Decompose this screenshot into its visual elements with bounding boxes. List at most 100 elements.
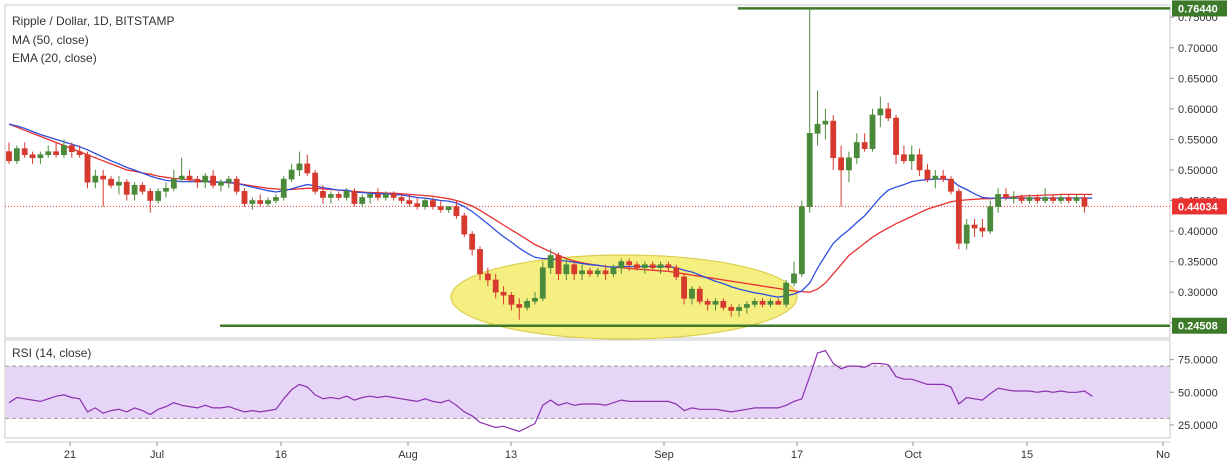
candle-body — [61, 145, 67, 155]
candle-body — [924, 169, 931, 180]
candle-body — [469, 233, 476, 250]
candle-body — [437, 206, 444, 210]
last-price-tag-bg — [1172, 198, 1227, 215]
candle-body — [375, 194, 381, 198]
candle-body — [955, 191, 962, 244]
resistance-price-tag: 0.76440 — [1178, 3, 1218, 15]
time-tick-label: Sep — [654, 449, 674, 461]
candle-body — [893, 117, 899, 155]
candle-body — [696, 288, 703, 302]
candle-body — [139, 184, 146, 192]
candle-body — [1018, 197, 1025, 201]
candle-body — [1058, 197, 1064, 201]
candle-body — [979, 227, 986, 232]
candle-body — [186, 175, 193, 180]
candle-body — [170, 178, 177, 189]
candle-body — [249, 200, 256, 204]
ma-legend-label: MA (50, close) — [12, 33, 89, 47]
candle-body — [516, 304, 523, 308]
rsi-pane-frame — [4, 339, 1171, 439]
price-tick-label: 0.55000 — [1178, 134, 1218, 146]
time-tick-label: 17 — [791, 449, 803, 461]
candle-body — [728, 307, 735, 311]
candle-body — [971, 224, 978, 229]
candle-body — [508, 294, 515, 305]
candle-body — [265, 200, 271, 204]
candle-body — [657, 264, 664, 269]
price-tick-label: 0.70000 — [1178, 43, 1218, 55]
candle-body — [45, 151, 52, 155]
candle-body — [6, 151, 12, 162]
candle-body — [673, 267, 680, 278]
candle-body — [178, 175, 185, 180]
candle-body — [940, 175, 947, 180]
price-tick-label: 0.30000 — [1178, 287, 1218, 299]
candle-body — [885, 108, 892, 119]
candle-body — [257, 200, 264, 204]
candle-body — [500, 291, 507, 296]
price-tick-label: 0.65000 — [1178, 73, 1218, 85]
price-tick-label: 0.40000 — [1178, 226, 1218, 238]
candle-body — [798, 206, 805, 275]
candle-body — [390, 194, 397, 198]
candle-body — [92, 175, 99, 183]
candle-body — [759, 301, 766, 305]
support-price-tag: 0.24508 — [1178, 321, 1218, 333]
candle-body — [210, 175, 216, 186]
rsi-legend-label: RSI (14, close) — [12, 346, 92, 360]
candle-body — [202, 175, 209, 183]
candle-body — [579, 270, 585, 275]
candle-body — [524, 301, 530, 308]
candle-body — [100, 175, 107, 180]
candle-body — [359, 197, 366, 204]
candle-body — [963, 224, 970, 244]
candle-body — [602, 270, 609, 275]
candle-body — [712, 301, 719, 305]
candle-body — [563, 264, 570, 275]
candle-body — [131, 184, 138, 195]
candle-body — [948, 178, 954, 192]
candle-body — [288, 169, 295, 180]
candle-body — [555, 255, 562, 275]
candle-body — [783, 282, 790, 305]
price-tick-label: 0.50000 — [1178, 165, 1218, 177]
candle-body — [767, 301, 774, 305]
candle-body — [327, 194, 334, 198]
candle-body — [304, 163, 311, 174]
candle-body — [736, 307, 742, 311]
candle-body — [665, 264, 672, 269]
candle-body — [1050, 197, 1056, 201]
candle-body — [1026, 197, 1033, 201]
candle-body — [147, 191, 154, 201]
rsi-line — [8, 349, 1093, 433]
candle-body — [429, 200, 436, 207]
candle-body — [995, 194, 1001, 207]
candle-body — [791, 273, 797, 284]
candle-body — [987, 206, 994, 232]
candle-body — [916, 154, 923, 171]
resistance-price-tag-bg — [1172, 0, 1227, 17]
candle-body — [453, 206, 460, 217]
candle-body — [406, 200, 413, 204]
time-tick-label: Oct — [904, 449, 921, 461]
rsi-band — [6, 366, 1169, 419]
candle-body — [1081, 197, 1088, 207]
candle-body — [618, 261, 625, 269]
candle-body — [610, 267, 617, 275]
ema-legend-label: EMA (20, close) — [12, 51, 97, 65]
chart-title: Ripple / Dollar, 1D, BITSTAMP — [12, 14, 175, 28]
candle-body — [343, 191, 350, 198]
candle-body — [861, 142, 868, 149]
candle-body — [53, 151, 59, 155]
candle-body — [29, 154, 36, 159]
candle-body — [194, 178, 201, 183]
candle-body — [116, 181, 122, 186]
candle-body — [218, 181, 224, 186]
candle-body — [320, 191, 326, 198]
candle-body — [720, 301, 727, 308]
time-tick-label: 15 — [1021, 449, 1033, 461]
consolidation-highlight — [450, 254, 798, 340]
candle-body — [775, 301, 782, 305]
candle-body — [335, 194, 342, 198]
